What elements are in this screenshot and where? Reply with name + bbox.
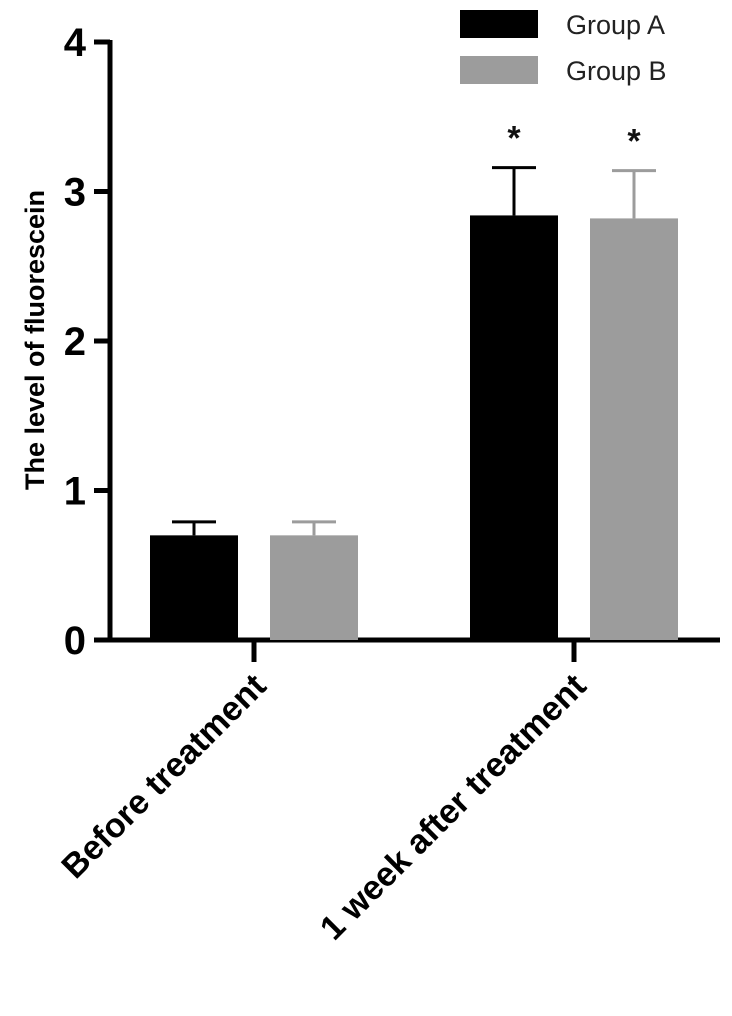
legend-swatch [460,10,538,38]
significance-marker: * [627,123,641,161]
significance-marker: * [507,120,521,158]
x-axis: Before treatment 1 week after treatment [54,637,720,948]
annotations: * * [507,120,641,161]
legend: Group A Group B [460,10,667,86]
legend-label: Group A [566,10,665,40]
y-tick-label: 4 [64,21,87,65]
y-axis-label: The level of fluorescein [20,190,50,490]
y-tick-label: 3 [64,171,86,215]
bar [470,215,558,641]
y-axis: 0 1 2 3 4 [64,21,113,663]
error-bars [172,166,656,536]
y-tick-label: 1 [64,470,86,514]
legend-swatch [460,56,538,84]
bar [150,535,238,640]
x-tick-label: Before treatment [54,667,273,886]
y-tick-label: 2 [64,320,86,364]
bar [590,218,678,640]
bars [150,215,678,641]
bar [270,535,358,640]
y-tick-label: 0 [64,619,86,663]
x-tick-label: 1 week after treatment [313,667,594,948]
legend-label: Group B [566,56,667,86]
